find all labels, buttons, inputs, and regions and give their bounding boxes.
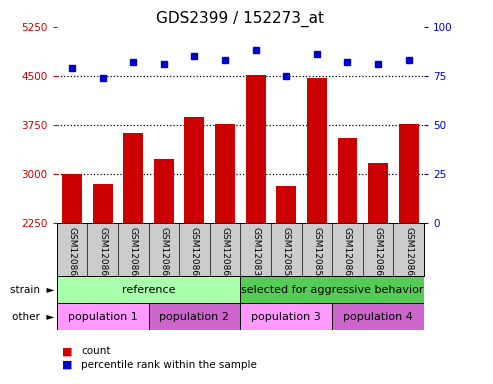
Text: population 4: population 4 [343,312,413,322]
Bar [93,184,112,369]
Bar [57,276,241,303]
Text: GSM120867: GSM120867 [190,227,199,282]
Title: GDS2399 / 152273_at: GDS2399 / 152273_at [156,11,324,27]
Text: selected for aggressive behavior: selected for aggressive behavior [241,285,423,295]
Bar [241,276,424,303]
Text: population 3: population 3 [251,312,321,322]
Text: GSM120866: GSM120866 [159,227,168,282]
Bar [241,303,332,330]
Bar [184,117,205,369]
Bar [154,159,174,369]
Text: GSM120868: GSM120868 [220,227,230,282]
Text: population 2: population 2 [160,312,229,322]
Bar [215,124,235,369]
Text: GSM120859: GSM120859 [313,227,321,282]
Text: reference: reference [122,285,176,295]
Text: ■: ■ [62,346,72,356]
Text: GSM120861: GSM120861 [374,227,383,282]
Bar [62,174,82,369]
Bar [57,303,148,330]
Bar [123,133,143,369]
Text: population 1: population 1 [68,312,138,322]
Text: count: count [81,346,111,356]
Bar [246,75,266,369]
Text: GSM120838: GSM120838 [251,227,260,282]
Text: ■: ■ [62,360,72,370]
Text: strain  ►: strain ► [10,285,54,295]
Text: other  ►: other ► [12,312,54,322]
Bar [148,303,241,330]
Bar [307,78,327,369]
Text: GSM120865: GSM120865 [129,227,138,282]
Text: GSM120863: GSM120863 [68,227,76,282]
Bar [399,124,419,369]
Bar [338,138,357,369]
Bar [368,163,388,369]
Bar [332,303,424,330]
Bar [276,186,296,369]
Text: GSM120860: GSM120860 [343,227,352,282]
Text: GSM120858: GSM120858 [282,227,291,282]
Text: GSM120864: GSM120864 [98,227,107,282]
Text: GSM120862: GSM120862 [404,227,413,282]
Text: percentile rank within the sample: percentile rank within the sample [81,360,257,370]
